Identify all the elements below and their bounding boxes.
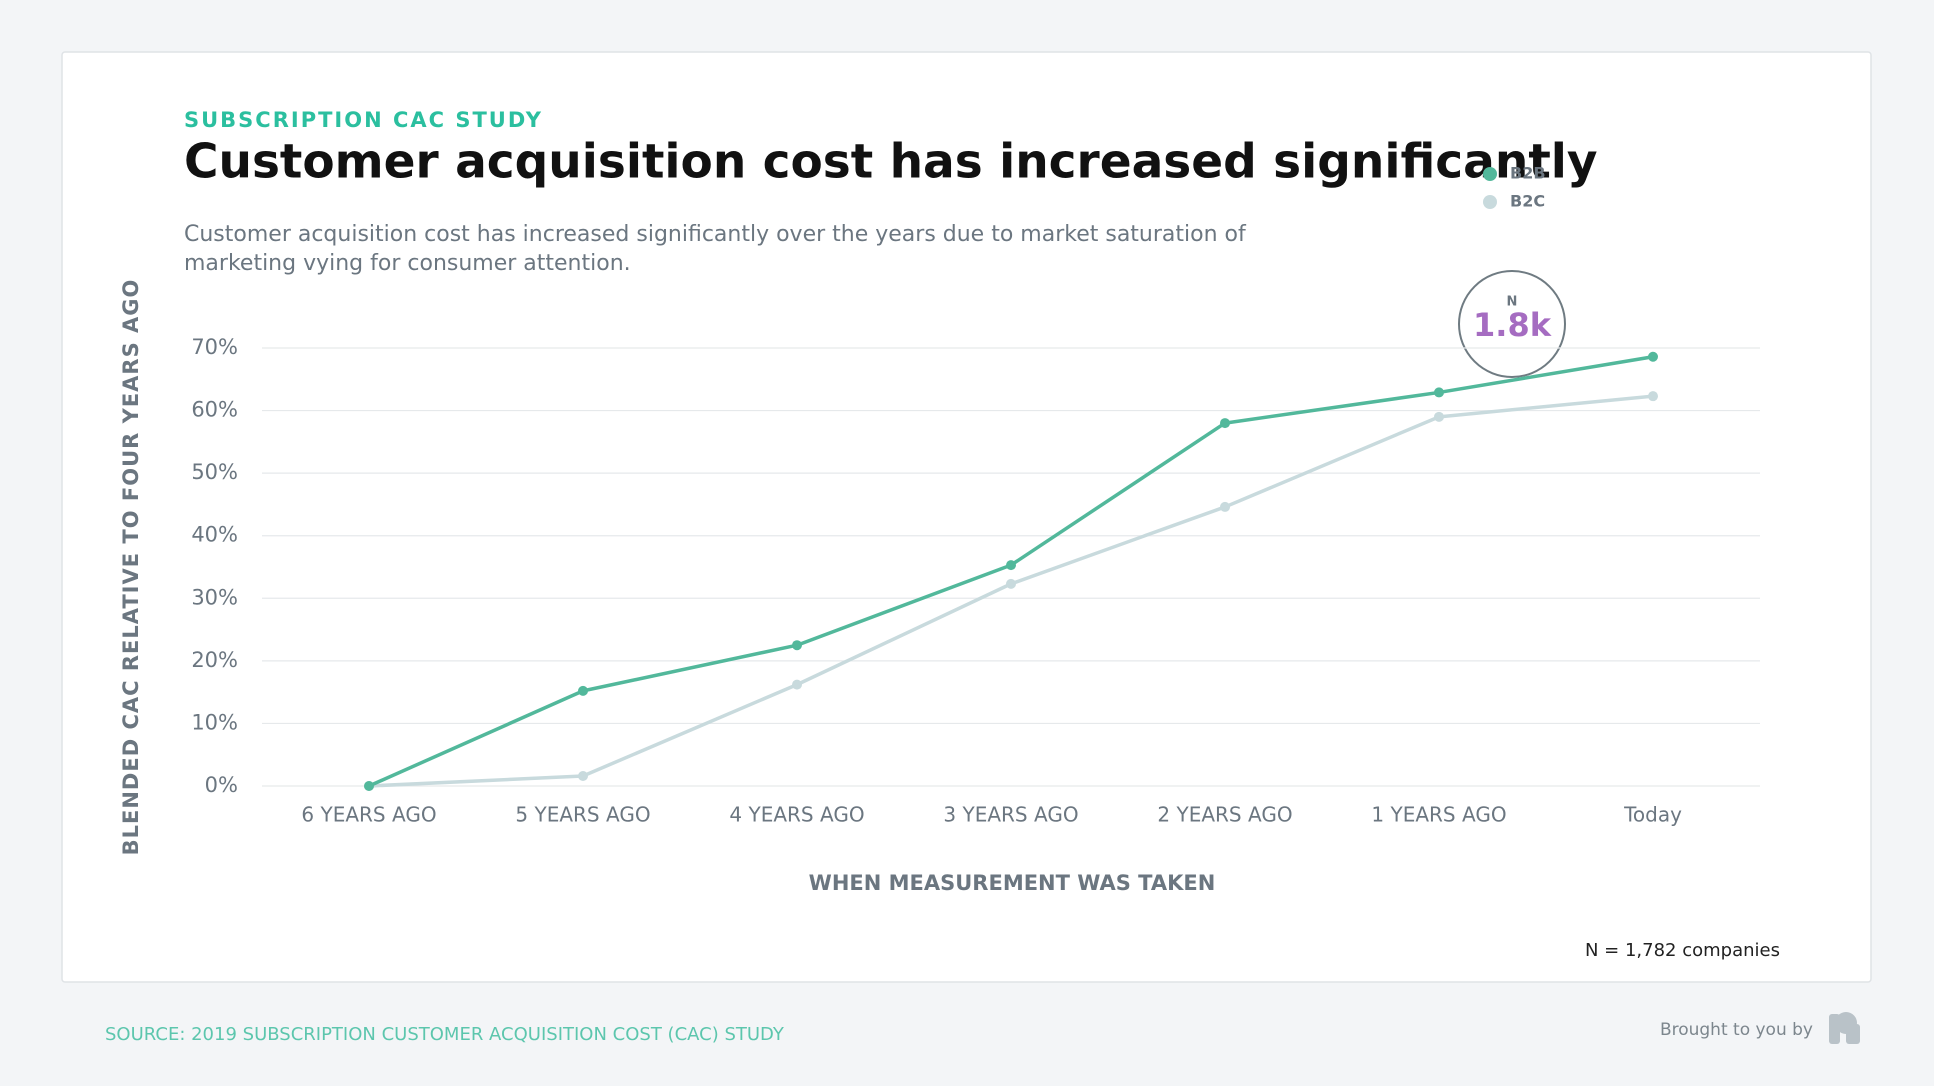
legend-label: B2B (1510, 164, 1546, 183)
y-tick-label: 30% (191, 585, 238, 609)
y-tick-label: 40% (191, 523, 238, 547)
badge-value: 1.8k (1473, 306, 1552, 344)
logo (1829, 1012, 1860, 1044)
legend-marker (1483, 167, 1497, 181)
card (61, 51, 1872, 983)
data-point (1220, 418, 1230, 429)
data-point (578, 770, 588, 781)
data-point (1648, 351, 1658, 362)
data-point (792, 679, 802, 690)
badge (1458, 270, 1566, 378)
x-tick-label: 5 YEARS AGO (515, 803, 650, 827)
data-point (364, 781, 374, 791)
x-tick-label: 1 YEARS AGO (1371, 803, 1506, 827)
data-point (792, 640, 802, 651)
y-tick-label: 0% (205, 773, 238, 797)
chart-title: Customer acquisition cost has increased … (184, 135, 1598, 190)
y-axis-title: BLENDED CAC RELATIVE TO FOUR YEARS AGO (119, 279, 143, 856)
subtitle: marketing vying for consumer attention. (184, 251, 631, 276)
data-point (1434, 387, 1444, 398)
x-tick-label: Today (1623, 803, 1682, 827)
x-tick-label: 6 YEARS AGO (301, 803, 436, 827)
data-point (1006, 560, 1016, 571)
x-tick-label: 3 YEARS AGO (943, 803, 1078, 827)
legend-marker (1483, 195, 1497, 209)
credit: Brought to you by (1660, 1020, 1813, 1040)
data-point (1434, 411, 1444, 422)
subtitle: Customer acquisition cost has increased … (184, 222, 1247, 247)
x-tick-label: 4 YEARS AGO (729, 803, 864, 827)
data-point (578, 685, 588, 696)
y-tick-label: 70% (191, 335, 238, 359)
source: SOURCE: 2019 SUBSCRIPTION CUSTOMER ACQUI… (105, 1024, 785, 1045)
y-tick-label: 50% (191, 460, 238, 484)
data-point (1220, 501, 1230, 512)
x-tick-label: 2 YEARS AGO (1157, 803, 1292, 827)
x-axis-title: WHEN MEASUREMENT WAS TAKEN (809, 871, 1216, 895)
y-tick-label: 10% (191, 710, 238, 734)
legend-label: B2C (1510, 192, 1545, 211)
badge-label: N (1507, 295, 1518, 310)
note: N = 1,782 companies (1585, 940, 1780, 961)
data-point (1648, 391, 1658, 402)
data-point (1006, 578, 1016, 589)
y-tick-label: 60% (191, 398, 238, 422)
kicker: SUBSCRIPTION CAC STUDY (184, 108, 543, 132)
y-tick-label: 20% (191, 648, 238, 672)
